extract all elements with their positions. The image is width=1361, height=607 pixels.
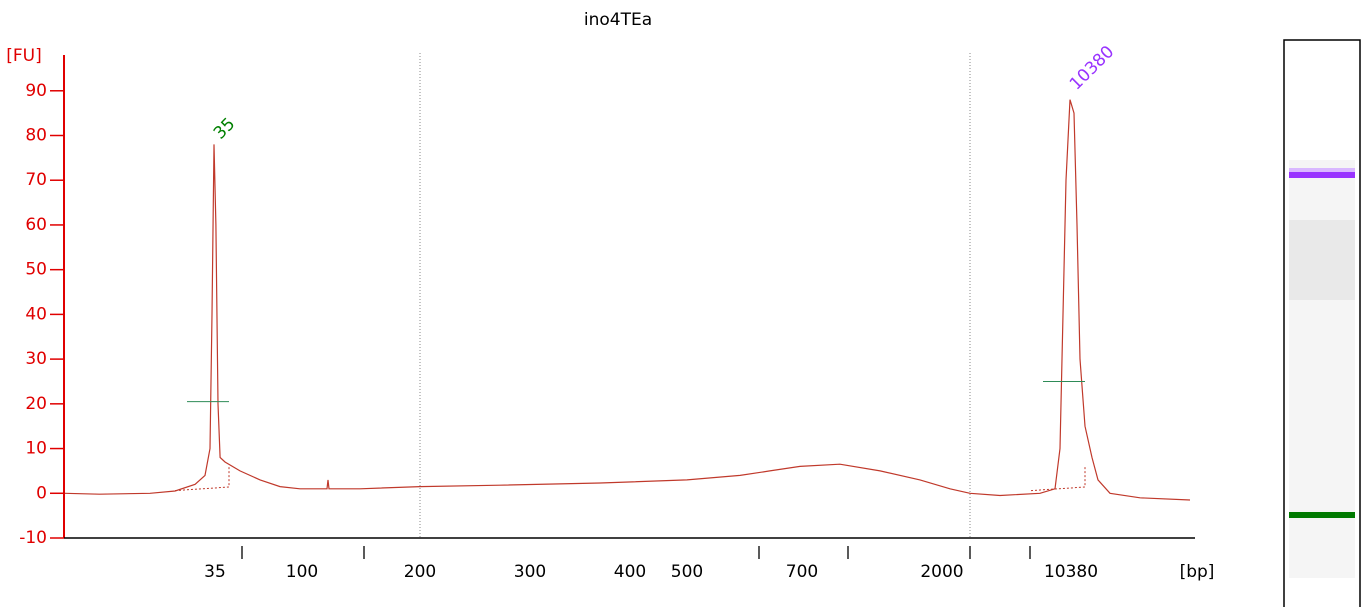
y-tick-label: 50 [25,260,47,280]
peak-label: 35 [210,114,239,143]
y-tick-label: -10 [19,528,47,548]
y-tick-label: 70 [25,170,47,190]
y-tick-label: 40 [25,304,47,324]
x-tick-label: 200 [404,562,436,582]
x-tick-label: 2000 [920,562,963,582]
x-axis-label: [bp] [1180,562,1215,582]
y-tick-label: 30 [25,349,47,369]
y-tick-label: 0 [36,483,47,503]
y-tick-label: 90 [25,81,47,101]
x-tick-label: 400 [614,562,646,582]
trace [64,99,1191,501]
x-tick-label: 700 [786,562,818,582]
peak-baseline [1030,466,1086,492]
x-tick-label: 300 [514,562,546,582]
y-tick-label: 60 [25,215,47,235]
y-axis-label: [FU] [6,46,42,66]
peak-label: 10380 [1066,42,1118,94]
chart-title: ino4TEa [584,10,652,30]
x-tick-label: 35 [204,562,226,582]
minor-ticks [241,546,1031,559]
x-tick-label: 10380 [1044,562,1098,582]
x-tick-label: 100 [286,562,318,582]
y-tick-label: 10 [25,439,47,459]
y-tick-label: 20 [25,394,47,414]
x-tick-label: 500 [671,562,703,582]
y-tick-label: 80 [25,126,47,146]
gel-lane [1283,39,1361,607]
